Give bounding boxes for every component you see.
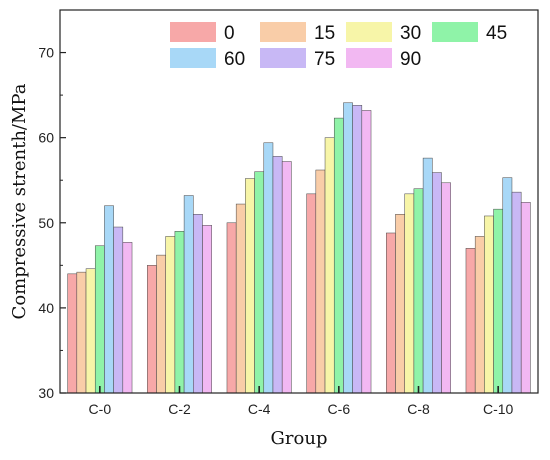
bar-c-4-s45 (254, 171, 265, 394)
bar-c-4-s15 (235, 203, 246, 394)
bar-c-8-s45 (413, 188, 424, 394)
x-axis-title: Group (271, 428, 328, 449)
x-tick-label: C-8 (407, 401, 430, 417)
bar-c-6-s15 (315, 169, 326, 394)
bar-c-0-s0 (67, 273, 78, 394)
bar-c-10-s45 (493, 208, 504, 394)
y-tick-label: 60 (38, 130, 54, 146)
bar-c-4-s30 (245, 178, 255, 394)
y-tick-label: 50 (38, 215, 54, 231)
bar-c-6-s75 (352, 105, 363, 394)
bar-c-6-s45 (333, 117, 344, 394)
bar-c-0-s90 (122, 242, 133, 394)
legend-swatch-30 (346, 22, 392, 42)
y-tick-label: 70 (38, 45, 54, 61)
legend-label-15: 15 (314, 23, 335, 44)
bar-c-2-s0 (147, 265, 157, 394)
legend-swatch-90 (346, 48, 392, 68)
bar-c-0-s45 (94, 245, 105, 394)
bar-c-2-s30 (165, 236, 176, 394)
bar-c-10-s90 (520, 202, 531, 394)
bar-c-10-s15 (474, 236, 485, 394)
bar-c-8-s15 (395, 214, 405, 394)
bar-c-0-s15 (76, 271, 87, 394)
bar-c-6-s90 (361, 110, 372, 394)
bar-c-6-s0 (306, 193, 317, 394)
bar-c-2-s60 (183, 195, 194, 394)
x-tick-label: C-10 (483, 401, 514, 417)
bar-c-10-s0 (465, 248, 476, 394)
bar-c-8-s60 (422, 157, 433, 394)
legend-label-90: 90 (400, 49, 421, 70)
y-tick-label: 40 (38, 300, 54, 316)
legend: 0 15 30 45 60 75 90 (170, 22, 507, 70)
bar-c-2-s45 (174, 231, 185, 394)
bar-c-6-s60 (343, 102, 353, 394)
bar-c-8-s30 (404, 193, 415, 394)
bar-c-2-s75 (193, 214, 203, 394)
bar-c-0-s75 (113, 226, 124, 394)
x-tick-label: C-4 (248, 401, 271, 417)
y-tick-label: 30 (38, 385, 54, 401)
bar-c-10-s75 (511, 191, 522, 394)
legend-swatch-0 (170, 22, 216, 42)
y-axis-title: Compressive strenth/MPa (9, 83, 30, 319)
bar-c-8-s0 (386, 232, 396, 394)
bar-c-2-s15 (156, 254, 166, 394)
x-tick-label: C-2 (168, 401, 191, 417)
bar-c-2-s90 (202, 225, 212, 394)
bar-c-4-s0 (226, 222, 237, 394)
bar-c-10-s30 (484, 215, 494, 394)
x-tick-label: C-0 (89, 401, 112, 417)
legend-swatch-15 (260, 22, 306, 42)
x-axis: C-0 C-2 C-4 C-6 C-8 C-10 (89, 386, 514, 417)
plot-frame (59, 9, 539, 394)
bar-c-4-s60 (263, 142, 274, 394)
x-tick-label: C-6 (328, 401, 351, 417)
bar-c-4-s90 (281, 161, 292, 394)
bar-c-10-s60 (502, 177, 513, 394)
bar-c-0-s60 (104, 205, 114, 394)
bar-c-4-s75 (272, 156, 283, 394)
bar-c-0-s30 (85, 268, 96, 394)
bar-c-8-s90 (441, 182, 451, 394)
bar-c-6-s30 (324, 137, 335, 394)
legend-label-0: 0 (224, 23, 235, 44)
bar-c-8-s75 (432, 172, 442, 394)
legend-swatch-45 (432, 22, 478, 42)
bars-layer (67, 102, 531, 394)
legend-label-60: 60 (224, 49, 245, 70)
y-axis: 30 40 50 60 70 (38, 45, 66, 401)
legend-label-45: 45 (486, 23, 507, 44)
legend-swatch-75 (260, 48, 306, 68)
legend-label-30: 30 (400, 23, 421, 44)
legend-swatch-60 (170, 48, 216, 68)
legend-label-75: 75 (314, 49, 335, 70)
